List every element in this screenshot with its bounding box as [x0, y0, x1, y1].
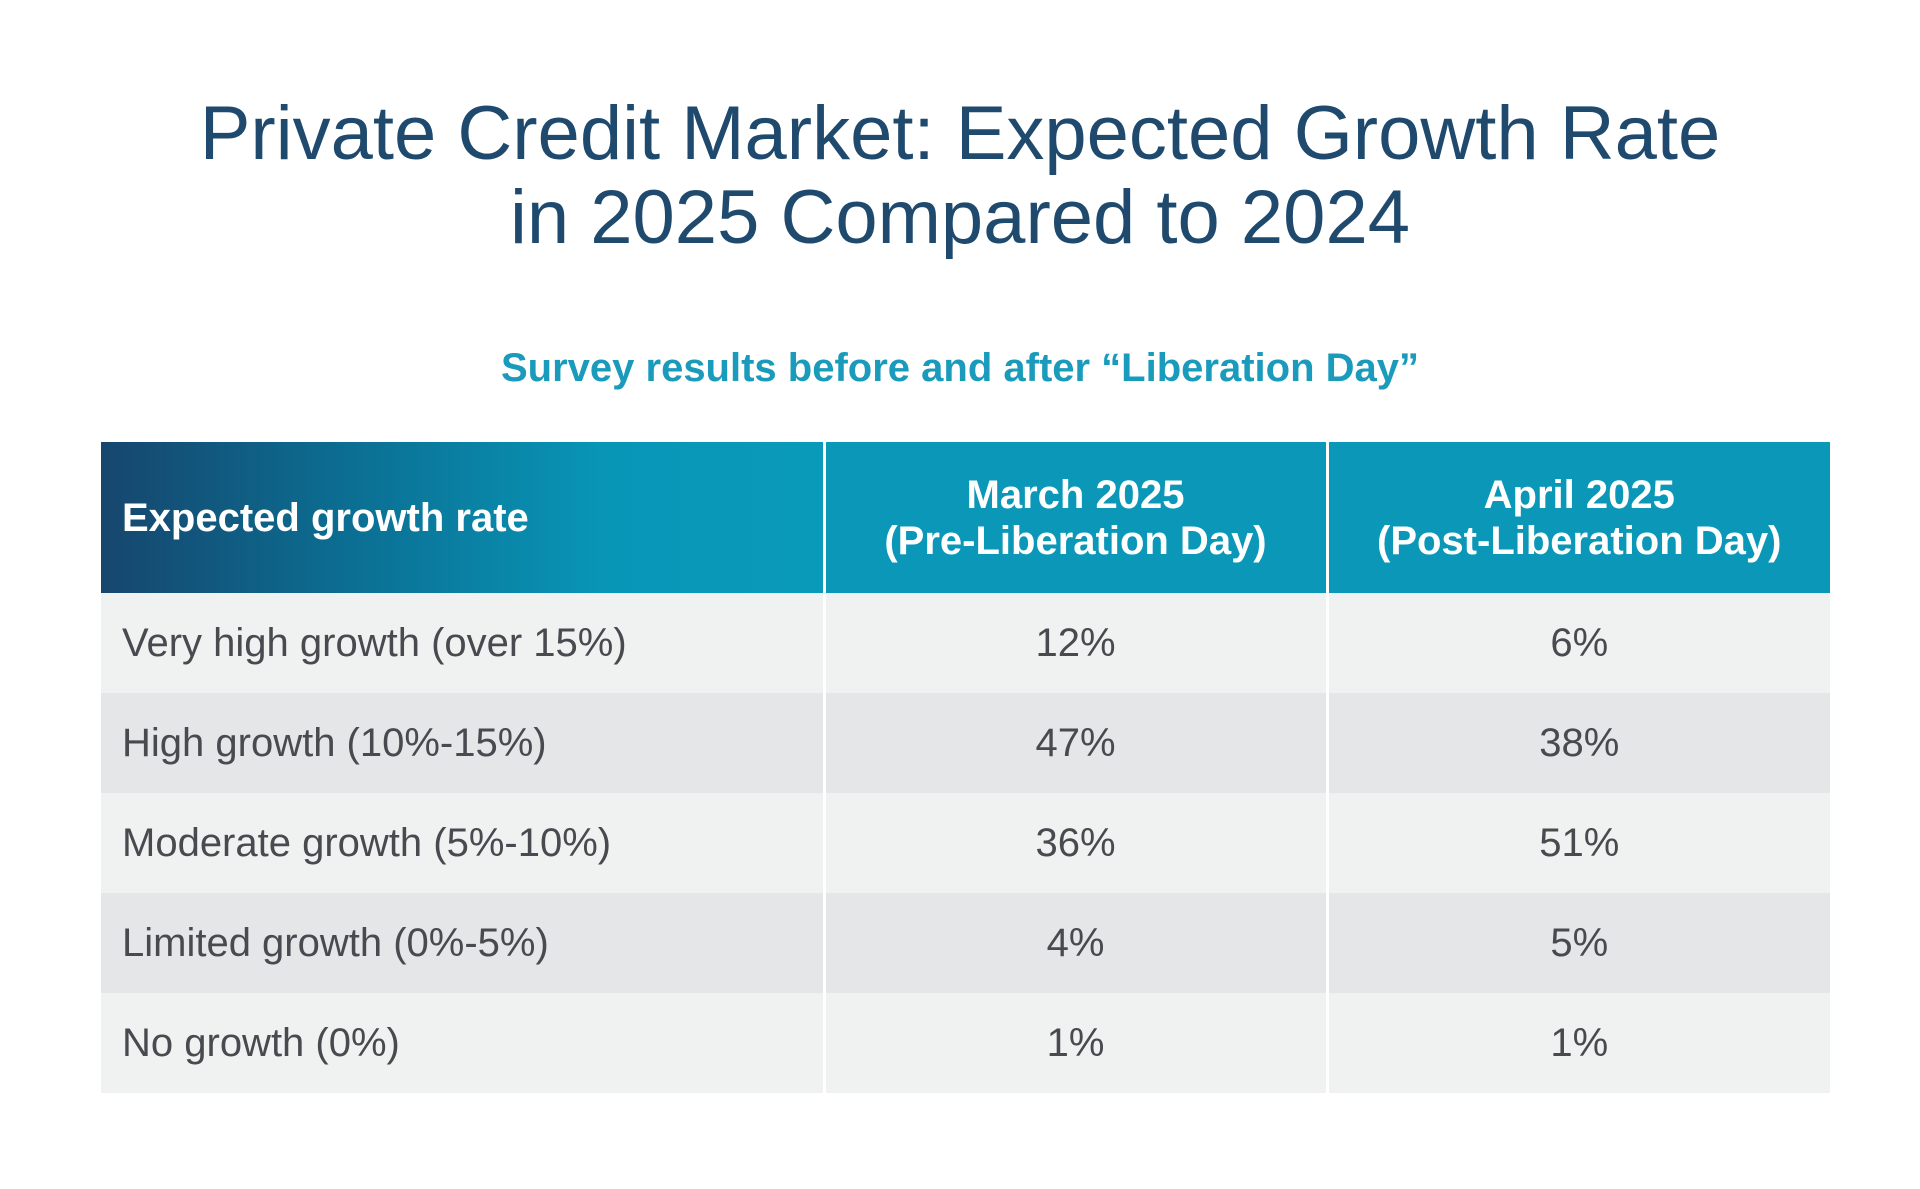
- growth-rate-table: Expected growth rate March 2025 (Pre-Lib…: [101, 442, 1830, 1093]
- april-value: 5%: [1327, 893, 1830, 993]
- march-value: 4%: [824, 893, 1329, 993]
- header-april-2025-line-2: (Post-Liberation Day): [1377, 518, 1782, 563]
- header-march-2025-line-1: March 2025: [966, 472, 1185, 517]
- row-label: Moderate growth (5%-10%): [101, 793, 826, 893]
- header-march-2025-line-2: (Pre-Liberation Day): [884, 518, 1267, 563]
- march-value: 36%: [824, 793, 1329, 893]
- row-label: Very high growth (over 15%): [101, 593, 826, 693]
- chart-title: Private Credit Market: Expected Growth R…: [0, 92, 1920, 260]
- table-row: Limited growth (0%-5%) 4% 5%: [101, 893, 1830, 993]
- row-label: High growth (10%-15%): [101, 693, 826, 793]
- header-march-2025: March 2025 (Pre-Liberation Day): [824, 442, 1329, 593]
- march-value: 47%: [824, 693, 1329, 793]
- table-row: High growth (10%-15%) 47% 38%: [101, 693, 1830, 793]
- header-april-2025: April 2025 (Post-Liberation Day): [1327, 442, 1830, 593]
- april-value: 51%: [1327, 793, 1830, 893]
- header-expected-growth-rate: Expected growth rate: [101, 442, 826, 593]
- table-row: No growth (0%) 1% 1%: [101, 993, 1830, 1093]
- row-label: No growth (0%): [101, 993, 826, 1093]
- table-row: Moderate growth (5%-10%) 36% 51%: [101, 793, 1830, 893]
- header-april-2025-line-1: April 2025: [1483, 472, 1675, 517]
- chart-subtitle: Survey results before and after “Liberat…: [500, 346, 1420, 390]
- table-header-row: Expected growth rate March 2025 (Pre-Lib…: [101, 442, 1830, 593]
- march-value: 1%: [824, 993, 1329, 1093]
- chart-title-line-1: Private Credit Market: Expected Growth R…: [199, 91, 1721, 176]
- april-value: 38%: [1327, 693, 1830, 793]
- april-value: 6%: [1327, 593, 1830, 693]
- chart-title-line-2: in 2025 Compared to 2024: [510, 175, 1410, 260]
- april-value: 1%: [1327, 993, 1830, 1093]
- row-label: Limited growth (0%-5%): [101, 893, 826, 993]
- table-row: Very high growth (over 15%) 12% 6%: [101, 593, 1830, 693]
- march-value: 12%: [824, 593, 1329, 693]
